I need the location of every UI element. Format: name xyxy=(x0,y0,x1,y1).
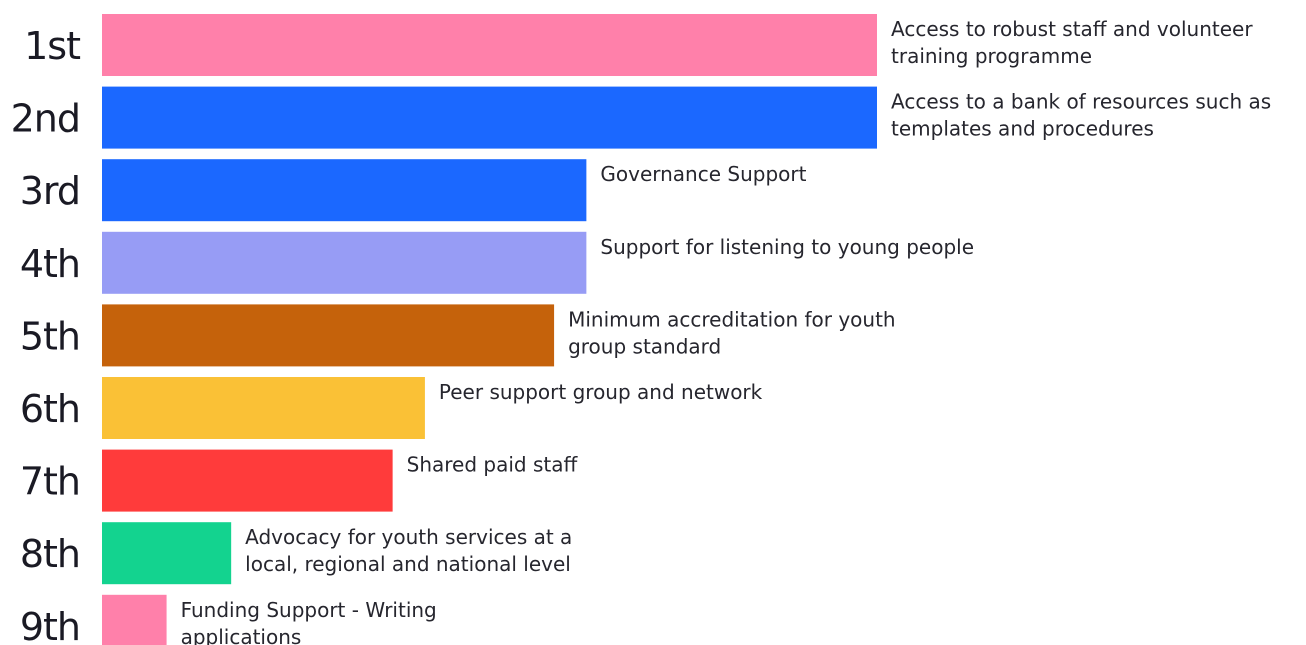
rank-label-2: 2nd xyxy=(11,97,80,141)
bar-5 xyxy=(102,304,555,367)
bar-label-2-line-1: Access to a bank of resources such as xyxy=(891,90,1271,114)
rank-label-5: 5th xyxy=(20,314,80,358)
bar-3 xyxy=(102,159,587,222)
bar-label-6-line-1: Peer support group and network xyxy=(439,380,763,404)
bar-2 xyxy=(102,86,877,149)
bar-1 xyxy=(102,14,877,76)
bar-label-8-line-2: local, regional and national level xyxy=(245,552,571,576)
bar-9 xyxy=(102,594,167,645)
bar-label-1-line-1: Access to robust staff and volunteer xyxy=(891,17,1253,41)
bar-label-5-line-2: group standard xyxy=(568,334,721,358)
rank-label-4: 4th xyxy=(20,242,80,286)
bar-label-3-line-1: Governance Support xyxy=(600,162,806,186)
rank-label-1: 1st xyxy=(24,24,80,68)
bar-label-5-line-1: Minimum accreditation for youth xyxy=(568,307,896,331)
bar-label-7-line-1: Shared paid staff xyxy=(407,453,579,477)
bar-label-4-line-1: Support for listening to young people xyxy=(600,235,974,259)
rank-label-8: 8th xyxy=(20,532,80,576)
rank-label-3: 3rd xyxy=(20,169,80,213)
bar-label-9-line-1: Funding Support - Writing xyxy=(181,598,437,622)
bar-6 xyxy=(102,377,425,439)
bar-label-2-line-2: templates and procedures xyxy=(891,117,1154,141)
bar-label-8-line-1: Advocacy for youth services at a xyxy=(245,525,572,549)
bar-label-9-line-2: applications xyxy=(181,625,302,645)
bar-label-1-line-2: training programme xyxy=(891,44,1092,68)
bar-8 xyxy=(102,522,232,585)
rank-label-9: 9th xyxy=(20,605,80,645)
bar-7 xyxy=(102,449,393,512)
rank-label-7: 7th xyxy=(20,460,80,504)
rank-label-6: 6th xyxy=(20,387,80,431)
bar-4 xyxy=(102,231,587,294)
